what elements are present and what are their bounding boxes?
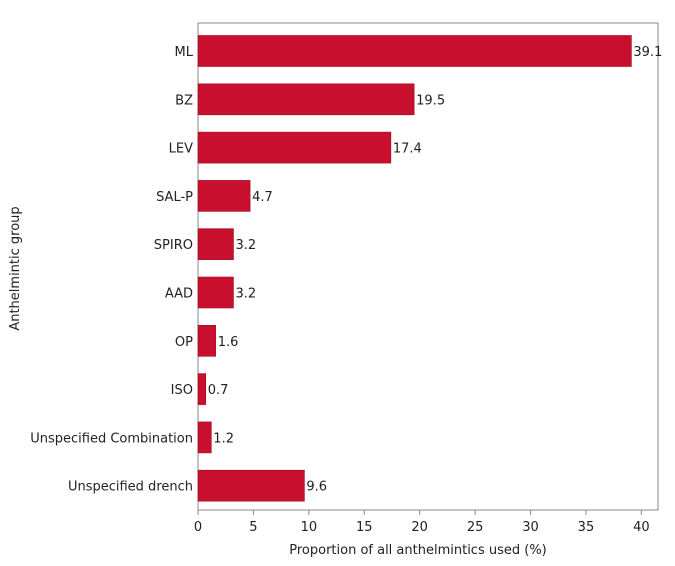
category-label-6: OP xyxy=(175,335,193,350)
category-label-7: ISO xyxy=(171,383,193,398)
x-tick-label-1: 5 xyxy=(249,520,257,535)
bar-4 xyxy=(197,228,234,260)
bar-9 xyxy=(197,469,305,502)
x-tick-label-3: 15 xyxy=(356,520,373,535)
category-label-5: AAD xyxy=(165,287,193,302)
value-label-8: 1.2 xyxy=(213,431,234,446)
value-label-5: 3.2 xyxy=(235,287,256,302)
y-axis-title: Anthelmintic group xyxy=(8,206,23,330)
bar-1 xyxy=(197,83,415,116)
value-label-7: 0.7 xyxy=(208,383,229,398)
x-tick-label-0: 0 xyxy=(194,520,202,535)
bar-2 xyxy=(197,131,392,164)
x-tick-label-4: 20 xyxy=(411,520,428,535)
bar-0 xyxy=(197,35,632,67)
bar-7 xyxy=(197,373,207,405)
category-labels-group: ML BZ LEV SAL-P SPIRO AAD OP ISO Unspecified Com… xyxy=(30,45,194,495)
plot-area-frame xyxy=(197,22,659,511)
value-label-6: 1.6 xyxy=(218,335,239,350)
bar-5 xyxy=(197,276,234,309)
category-label-1: BZ xyxy=(175,93,193,108)
value-label-2: 17.4 xyxy=(393,142,422,157)
value-label-4: 3.2 xyxy=(235,238,256,253)
category-label-8: Unspecified Combination xyxy=(30,431,193,446)
category-label-0: ML xyxy=(175,45,194,60)
category-label-4: SPIRO xyxy=(154,238,193,253)
x-tick-label-2: 10 xyxy=(301,520,318,535)
value-label-1: 19.5 xyxy=(416,93,445,108)
value-label-3: 4.7 xyxy=(252,190,273,205)
x-axis-title: Proportion of all anthelmintics used (%) xyxy=(289,543,547,558)
category-label-2: LEV xyxy=(169,142,193,157)
x-tick-label-5: 25 xyxy=(467,520,484,535)
x-axis: 0 5 10 15 20 25 30 35 40 xyxy=(194,510,650,535)
category-label-3: SAL-P xyxy=(156,190,193,205)
bars-group xyxy=(197,35,632,502)
value-labels-group: 39.1 19.5 17.4 4.7 3.2 3.2 1.6 0.7 1.2 9.6 xyxy=(208,45,663,495)
bar-3 xyxy=(197,180,251,212)
x-tick-label-6: 30 xyxy=(522,520,539,535)
value-label-9: 9.6 xyxy=(306,480,327,495)
bar-6 xyxy=(197,324,217,357)
category-label-9: Unspecified drench xyxy=(68,480,193,495)
value-label-0: 39.1 xyxy=(633,45,662,60)
x-tick-label-7: 35 xyxy=(578,520,595,535)
x-tick-label-8: 40 xyxy=(633,520,650,535)
bar-8 xyxy=(197,421,212,454)
